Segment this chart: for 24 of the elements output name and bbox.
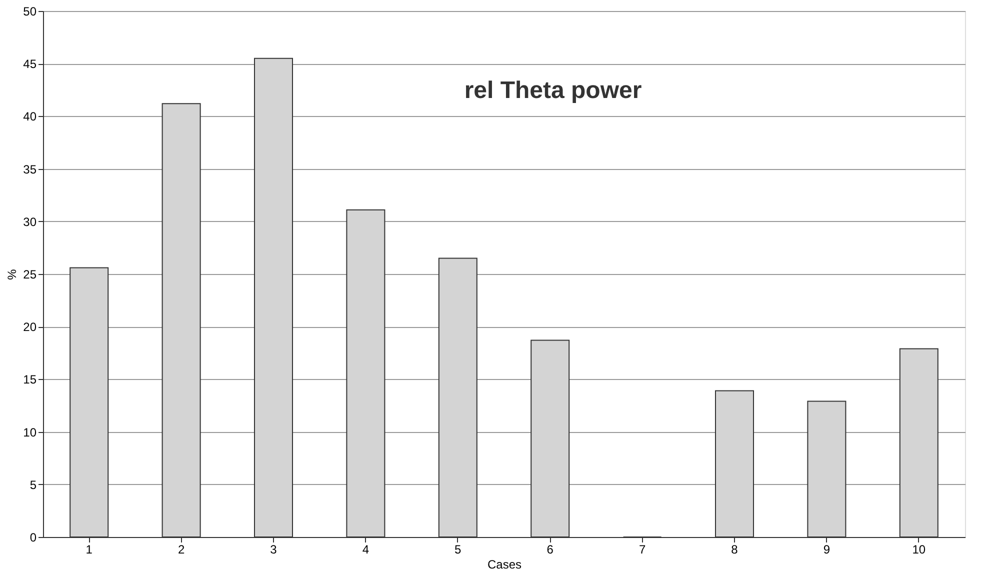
- y-tick-label: 0: [30, 530, 37, 544]
- y-tick-label: 50: [23, 4, 37, 18]
- y-tick-label: 10: [23, 425, 37, 440]
- y-axis-title: %: [5, 268, 20, 280]
- text: rel Theta power: [464, 77, 642, 104]
- y-tick-label: 20: [23, 320, 37, 334]
- y-tick-label: 5: [30, 478, 37, 492]
- y-tick-label: 45: [23, 57, 37, 72]
- x-tick-label: 7: [638, 542, 646, 556]
- y-tick-label: 40: [23, 110, 37, 124]
- x-tick-label: 3: [270, 542, 278, 556]
- y-tick-label: 25: [23, 268, 37, 282]
- x-tick-label: 8: [731, 542, 738, 556]
- x-tick-label: 10: [912, 542, 926, 556]
- y-tick-label: 35: [23, 162, 37, 176]
- y-tick-label: 30: [23, 214, 37, 229]
- x-axis-title: Cases: [487, 558, 522, 572]
- y-tick-label: 15: [23, 372, 37, 387]
- x-tick-label: 4: [362, 542, 370, 556]
- x-tick-label: 5: [454, 542, 462, 556]
- x-tick-label: 1: [86, 542, 93, 556]
- x-tick-label: 9: [823, 542, 830, 556]
- x-tick-label: 2: [178, 542, 185, 556]
- x-tick-label: 6: [546, 542, 554, 556]
